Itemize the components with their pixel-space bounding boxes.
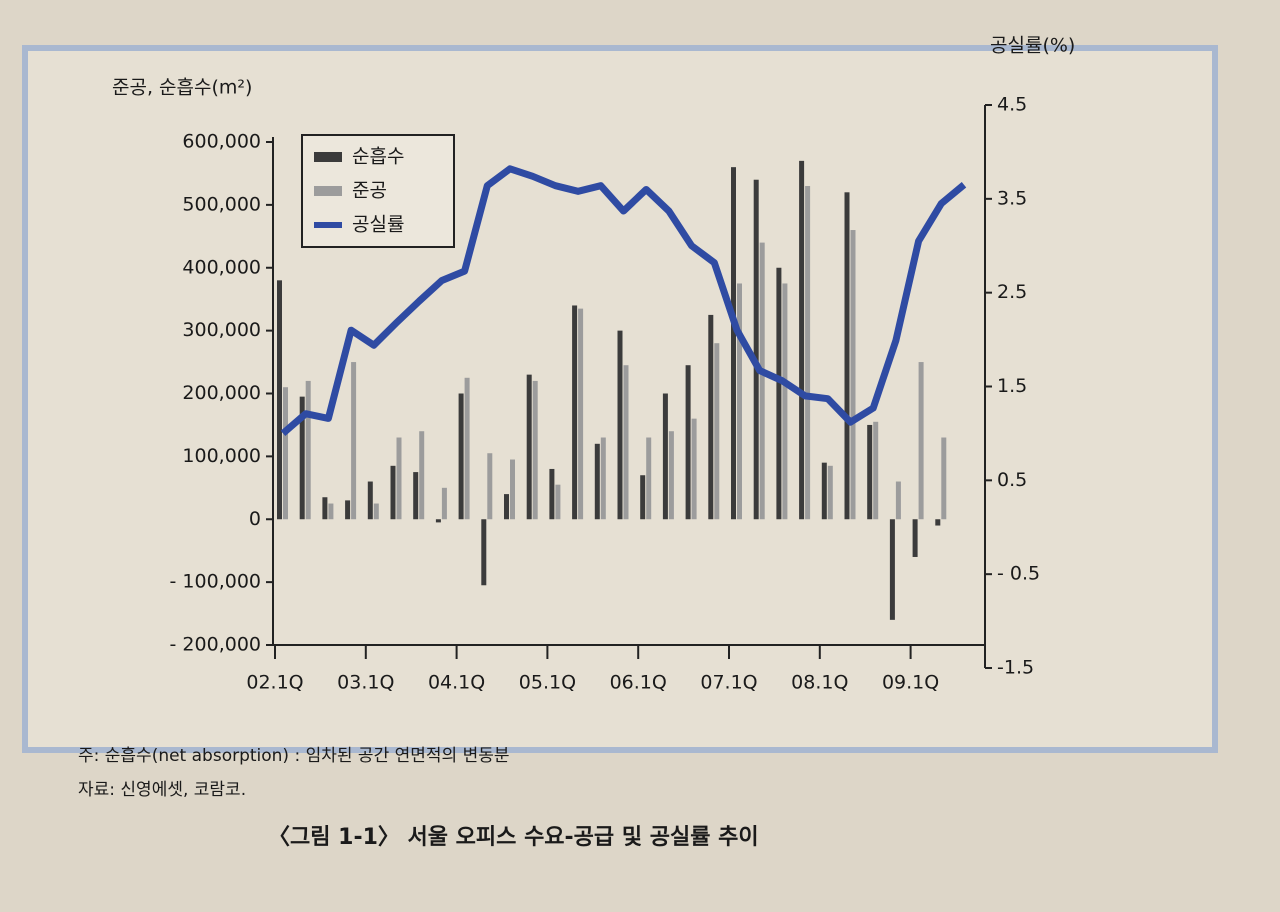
bar bbox=[594, 443, 600, 520]
bar bbox=[895, 481, 901, 520]
x-tick-label: 04.1Q bbox=[428, 672, 485, 694]
bar bbox=[844, 192, 850, 520]
bar bbox=[600, 437, 606, 520]
bar bbox=[464, 377, 470, 520]
bar bbox=[708, 314, 714, 520]
legend-swatch bbox=[314, 152, 342, 162]
y2-tick-label: 2.5 bbox=[997, 281, 1027, 303]
x-tick-label: 06.1Q bbox=[610, 672, 667, 694]
y2-tick-label: 1.5 bbox=[997, 375, 1027, 397]
bar bbox=[510, 459, 515, 520]
legend-swatch bbox=[314, 186, 342, 196]
bar bbox=[941, 437, 947, 520]
bar bbox=[850, 230, 856, 520]
bar bbox=[685, 365, 691, 520]
bar bbox=[526, 374, 532, 520]
bar bbox=[328, 503, 334, 520]
bar bbox=[623, 365, 629, 520]
bar bbox=[487, 453, 493, 520]
bar bbox=[737, 283, 742, 520]
bar bbox=[458, 393, 464, 520]
bar bbox=[668, 431, 674, 520]
bar bbox=[322, 497, 328, 520]
bar bbox=[753, 179, 759, 520]
bar bbox=[799, 160, 805, 520]
x-tick-label: 05.1Q bbox=[519, 672, 576, 694]
y-tick-label: 300,000 bbox=[182, 319, 261, 341]
x-tick-label: 02.1Q bbox=[246, 672, 303, 694]
y-axis-title: 준공, 순흡수(m²) bbox=[112, 77, 252, 99]
bar bbox=[759, 242, 765, 520]
bar bbox=[617, 330, 623, 520]
bar bbox=[481, 519, 487, 586]
bar bbox=[549, 468, 555, 520]
bar bbox=[640, 475, 646, 520]
legend-label: 준공 bbox=[352, 180, 387, 202]
bar bbox=[776, 267, 782, 520]
bar bbox=[935, 519, 941, 526]
bar bbox=[351, 362, 357, 520]
y-tick-label: 0 bbox=[249, 508, 261, 530]
bar bbox=[305, 380, 311, 520]
bar bbox=[805, 186, 811, 520]
bar bbox=[396, 437, 402, 520]
y-tick-label: - 200,000 bbox=[170, 634, 261, 656]
y-tick-label: 600,000 bbox=[182, 131, 261, 153]
bar bbox=[532, 380, 538, 520]
bar bbox=[889, 519, 895, 620]
bar bbox=[572, 305, 578, 520]
x-tick-label: 08.1Q bbox=[791, 672, 848, 694]
bar bbox=[555, 484, 561, 520]
note: 주: 순흡수(net absorption) : 임차된 공간 연면적의 변동분 bbox=[78, 746, 510, 766]
y-tick-label: 200,000 bbox=[182, 382, 261, 404]
bar bbox=[827, 465, 833, 520]
y2-tick-label: 3.5 bbox=[997, 187, 1027, 209]
bar bbox=[731, 167, 736, 520]
bar bbox=[646, 437, 652, 520]
bar bbox=[821, 462, 827, 520]
source: 자료: 신영에셋, 코람코. bbox=[78, 780, 246, 800]
bar bbox=[662, 393, 668, 520]
bar bbox=[504, 494, 509, 520]
bar bbox=[435, 519, 441, 523]
bar bbox=[373, 503, 379, 520]
bar bbox=[299, 396, 305, 520]
y2-tick-label: 0.5 bbox=[997, 469, 1027, 491]
y2-tick-label: -1.5 bbox=[997, 657, 1034, 679]
y-tick-label: 100,000 bbox=[182, 445, 261, 467]
legend-label: 공실률 bbox=[352, 214, 404, 236]
bar bbox=[390, 465, 396, 520]
bar bbox=[419, 431, 425, 520]
bar bbox=[867, 424, 873, 520]
bar bbox=[578, 308, 584, 520]
bar bbox=[283, 387, 288, 520]
bar bbox=[714, 343, 720, 520]
bar bbox=[367, 481, 373, 520]
y-tick-label: 400,000 bbox=[182, 256, 261, 278]
y-tick-label: - 100,000 bbox=[170, 571, 261, 593]
y2-tick-label: 4.5 bbox=[997, 94, 1027, 116]
x-tick-label: 07.1Q bbox=[700, 672, 757, 694]
bar bbox=[918, 362, 924, 520]
bar bbox=[441, 487, 447, 520]
bar bbox=[277, 280, 282, 520]
legend-label: 순흡수 bbox=[352, 146, 404, 168]
x-tick-label: 09.1Q bbox=[882, 672, 939, 694]
bar bbox=[345, 500, 351, 520]
caption: 〈그림 1-1〉 서울 오피스 수요-공급 및 공실률 추이 bbox=[268, 825, 759, 850]
bar bbox=[413, 472, 419, 520]
y2-axis-title: 공실률(%) bbox=[990, 35, 1075, 57]
bar bbox=[782, 283, 788, 520]
x-tick-label: 03.1Q bbox=[337, 672, 394, 694]
y-tick-label: 500,000 bbox=[182, 193, 261, 215]
bar bbox=[873, 421, 879, 520]
y2-tick-label: - 0.5 bbox=[997, 563, 1040, 585]
bar bbox=[912, 519, 918, 557]
bar bbox=[691, 418, 697, 520]
line bbox=[280, 165, 967, 437]
